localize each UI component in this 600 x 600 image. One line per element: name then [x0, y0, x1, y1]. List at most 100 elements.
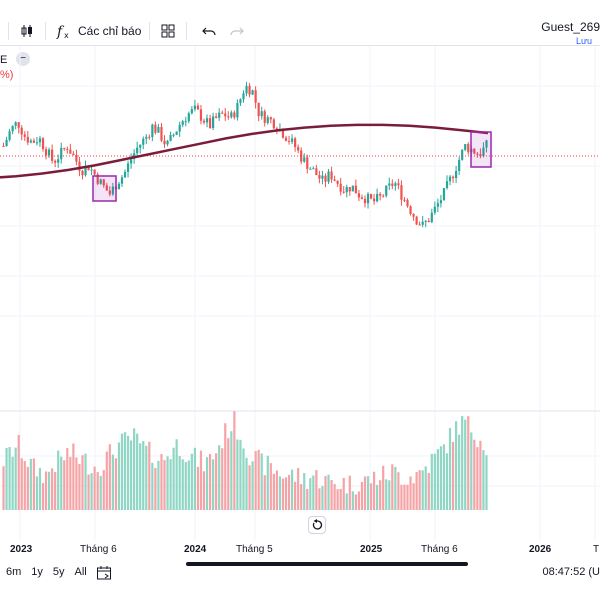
candle-body: [482, 147, 485, 157]
candle-body: [336, 180, 339, 184]
user-menu[interactable]: Guest_269 Lưu: [541, 20, 600, 46]
volume-bar: [81, 455, 84, 510]
volume-bar: [233, 411, 236, 510]
toolbar-divider: [186, 22, 188, 40]
candle-body: [2, 146, 5, 147]
volume-bar: [160, 454, 163, 510]
candle-body: [284, 137, 288, 141]
save-label[interactable]: Lưu: [575, 36, 592, 46]
volume-bar: [102, 470, 105, 510]
candle-body: [51, 149, 54, 161]
candle-body: [269, 117, 272, 120]
volume-bar: [345, 493, 348, 510]
candle-body: [44, 149, 48, 156]
candle-body: [184, 121, 187, 123]
volume-bar: [169, 459, 172, 510]
svg-text:x: x: [64, 31, 69, 40]
candle-body: [32, 140, 35, 143]
candle-body: [455, 170, 458, 179]
candle-body: [442, 188, 446, 201]
candle-body: [208, 118, 212, 129]
redo-icon[interactable]: [227, 21, 247, 41]
candle-body: [139, 144, 142, 148]
volume-bar: [84, 453, 87, 510]
candle-body: [424, 220, 427, 222]
candle-body: [366, 193, 370, 204]
candles: [2, 81, 488, 228]
candle-body: [297, 147, 300, 151]
candle-body: [439, 200, 443, 204]
volume-bar: [278, 476, 282, 510]
candle-body: [196, 105, 200, 110]
candle-body: [136, 147, 139, 154]
volume-bar: [215, 453, 218, 510]
volume-bar: [245, 457, 248, 510]
candle-body: [160, 126, 163, 141]
candle-body: [485, 140, 488, 148]
calendar-icon[interactable]: [96, 565, 112, 581]
candle-body: [421, 221, 424, 225]
candle-body: [172, 134, 175, 136]
volume-bar: [218, 445, 221, 510]
volume-bar: [254, 451, 257, 510]
volume-bar: [139, 443, 142, 510]
candle-body: [394, 183, 397, 186]
volume-bar: [145, 445, 148, 510]
volume-bar: [230, 431, 233, 510]
volume-bar: [348, 475, 351, 510]
volume-bar: [157, 460, 160, 510]
volume-bar: [427, 472, 430, 510]
candle-body: [342, 191, 345, 193]
volume-bar: [114, 458, 118, 510]
candle-body: [218, 112, 221, 118]
candlestick-icon[interactable]: [17, 21, 37, 41]
candle-body: [351, 185, 354, 192]
clock[interactable]: 08:47:52 (U: [542, 566, 600, 578]
price-chart[interactable]: [0, 46, 600, 540]
volume-bar: [455, 421, 458, 510]
volume-bar: [433, 453, 436, 510]
candle-body: [99, 179, 102, 184]
volume-bar: [327, 474, 330, 510]
volume-bar: [239, 439, 242, 510]
volume-bar: [485, 455, 488, 510]
time-axis[interactable]: 2023 Tháng 6 2024 Tháng 5 2025 Tháng 6 2026 T: [0, 540, 600, 558]
candle-body: [254, 90, 257, 103]
volume-bar: [63, 460, 66, 510]
candle-body: [75, 155, 78, 162]
range-all-button[interactable]: All: [74, 566, 87, 578]
volume-bar: [372, 471, 376, 510]
candle-body: [272, 119, 275, 129]
volume-bar: [108, 444, 111, 510]
volume-bar: [187, 460, 190, 510]
candle-body: [190, 109, 193, 114]
candle-body: [154, 124, 157, 133]
candle-body: [260, 111, 263, 117]
candle-body: [224, 113, 227, 117]
svg-text:f: f: [56, 24, 65, 40]
volume-bar: [306, 488, 309, 510]
candle-body: [175, 131, 178, 135]
volume-bar: [284, 477, 288, 510]
range-5y-button[interactable]: 5y: [52, 566, 65, 578]
volume-bar: [2, 466, 5, 510]
time-axis-tick: 2025: [360, 544, 383, 555]
candle-body: [20, 127, 23, 135]
candle-body: [382, 195, 385, 197]
candle-body: [181, 121, 184, 125]
range-6m-button[interactable]: 6m: [6, 566, 22, 578]
candle-body: [312, 168, 315, 170]
range-1y-button[interactable]: 1y: [31, 566, 43, 578]
candle-body: [166, 140, 169, 145]
candle-body: [47, 149, 51, 156]
candle-body: [318, 175, 321, 179]
candle-body: [41, 138, 45, 150]
volume-bar: [303, 473, 306, 510]
reset-chart-button[interactable]: [308, 516, 326, 534]
grid-icon[interactable]: [158, 21, 178, 41]
candle-body: [281, 129, 285, 138]
chart-scrollbar[interactable]: [186, 562, 468, 566]
undo-icon[interactable]: [199, 21, 219, 41]
candle-body: [117, 183, 121, 190]
